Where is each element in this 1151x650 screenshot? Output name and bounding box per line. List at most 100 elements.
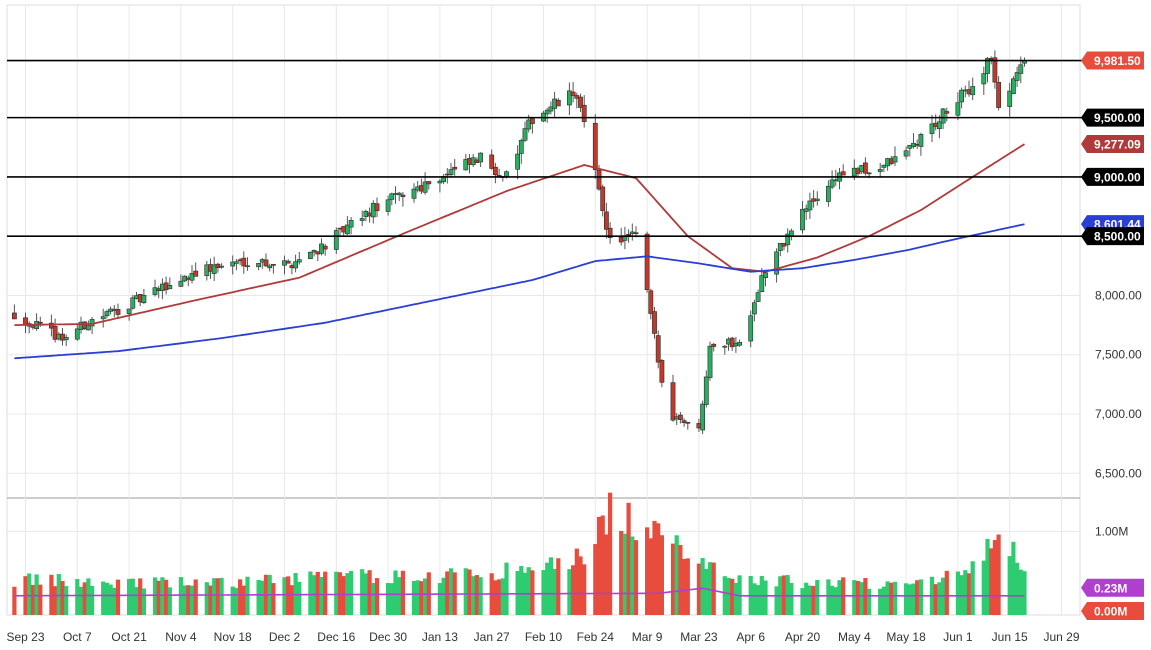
- price-badge: 0.23M: [1081, 578, 1144, 597]
- candle-body: [411, 188, 417, 199]
- candle-body: [918, 134, 924, 147]
- candle-body: [877, 168, 883, 172]
- candle-body: [86, 325, 91, 331]
- volume-bar: [889, 582, 894, 615]
- volume-bar: [571, 565, 576, 615]
- volume-bar: [800, 588, 805, 615]
- candle-body: [234, 261, 239, 264]
- candle-body: [633, 232, 639, 235]
- candle-body: [555, 99, 561, 107]
- candle-body: [426, 181, 432, 185]
- candle-body: [825, 185, 831, 202]
- volume-bar: [130, 578, 135, 615]
- volume-bar: [704, 568, 709, 615]
- candle-body: [74, 328, 80, 340]
- volume-bar: [423, 578, 428, 615]
- ma-long-line: [14, 223, 1025, 360]
- badge-label: 9,000.00: [1094, 170, 1141, 184]
- volume-bar: [674, 535, 679, 615]
- volume-bar: [289, 585, 294, 615]
- price-badge: 9,981.50: [1081, 51, 1144, 70]
- candle-body: [293, 261, 298, 269]
- volume-bar: [881, 586, 886, 615]
- price-badge: 9,277.09: [1081, 135, 1144, 154]
- x-tick-label: May 4: [838, 630, 871, 644]
- volume-bar: [467, 569, 472, 615]
- volume-bar: [360, 569, 365, 615]
- candle-body: [548, 106, 554, 112]
- volume-bar: [600, 515, 605, 615]
- badge-shape: [1081, 227, 1144, 246]
- candle-body: [700, 403, 705, 431]
- candle-body: [100, 316, 106, 320]
- candle-body: [437, 180, 443, 184]
- volume-bar: [904, 583, 909, 615]
- volume-bar: [685, 558, 690, 615]
- candle-body: [862, 162, 868, 174]
- volume-bar: [371, 582, 376, 615]
- candle-body: [940, 108, 946, 124]
- volume-bar: [992, 539, 997, 615]
- candle-body: [596, 169, 602, 190]
- volume-bar: [804, 582, 809, 615]
- volume-bar: [711, 562, 716, 615]
- volume-bar: [985, 538, 990, 615]
- volume-bar: [955, 571, 960, 615]
- volume-bar: [104, 582, 109, 615]
- volume-bar: [789, 582, 794, 615]
- price-badge: 9,500.00: [1081, 108, 1144, 127]
- volume-bar: [374, 578, 380, 615]
- volume-bar: [996, 534, 1001, 615]
- volume-bar: [474, 575, 479, 615]
- volume-bar: [189, 585, 195, 615]
- volume-bar: [53, 586, 58, 615]
- x-tick-label: Mar 9: [632, 630, 663, 644]
- volume-bar: [756, 585, 761, 615]
- volume-bar: [1022, 571, 1027, 615]
- candle-body: [104, 311, 110, 317]
- volume-bar: [852, 580, 857, 615]
- x-tick-label: Mar 23: [680, 630, 718, 644]
- x-tick-label: Nov 18: [214, 630, 252, 644]
- volume-bar: [892, 581, 898, 615]
- candle-body: [115, 309, 121, 315]
- candle-body: [522, 128, 528, 141]
- volume-bar: [230, 586, 235, 615]
- volume-bar: [530, 570, 535, 615]
- candle-body: [944, 111, 950, 114]
- volume-bar: [774, 586, 779, 615]
- candles: [12, 50, 1027, 434]
- candle-body: [489, 154, 495, 169]
- candle-body: [985, 58, 990, 74]
- badge-shape: [1081, 135, 1144, 154]
- x-tick-label: Jan 27: [474, 630, 510, 644]
- volume-bar: [963, 570, 968, 615]
- volume-bar: [855, 580, 861, 615]
- volume-bar: [437, 583, 442, 615]
- candle-body: [936, 121, 942, 130]
- candle-body: [655, 335, 661, 363]
- volume-bar: [811, 585, 816, 615]
- candle-body: [141, 294, 147, 303]
- volume-ma-line: [14, 587, 1025, 597]
- candle-body: [996, 82, 1001, 108]
- volume-bar: [578, 556, 583, 615]
- candle-body: [385, 199, 391, 212]
- candle-body: [929, 123, 935, 134]
- volume-bar: [596, 516, 602, 615]
- volume-bar: [160, 577, 165, 615]
- volume-bar: [830, 585, 835, 615]
- volume-bar: [504, 562, 509, 615]
- volume-bar: [497, 579, 502, 615]
- candle-body: [422, 181, 428, 193]
- volume-bar: [885, 581, 890, 615]
- x-tick-label: May 18: [886, 630, 926, 644]
- volume-bar: [626, 502, 631, 615]
- candle-body: [681, 420, 687, 423]
- candle-body: [722, 345, 728, 348]
- volume-bar: [297, 581, 302, 615]
- volume-bar: [34, 574, 39, 615]
- x-tick-label: Oct 7: [63, 630, 92, 644]
- volume-bar: [245, 576, 250, 615]
- candle-body: [167, 284, 173, 290]
